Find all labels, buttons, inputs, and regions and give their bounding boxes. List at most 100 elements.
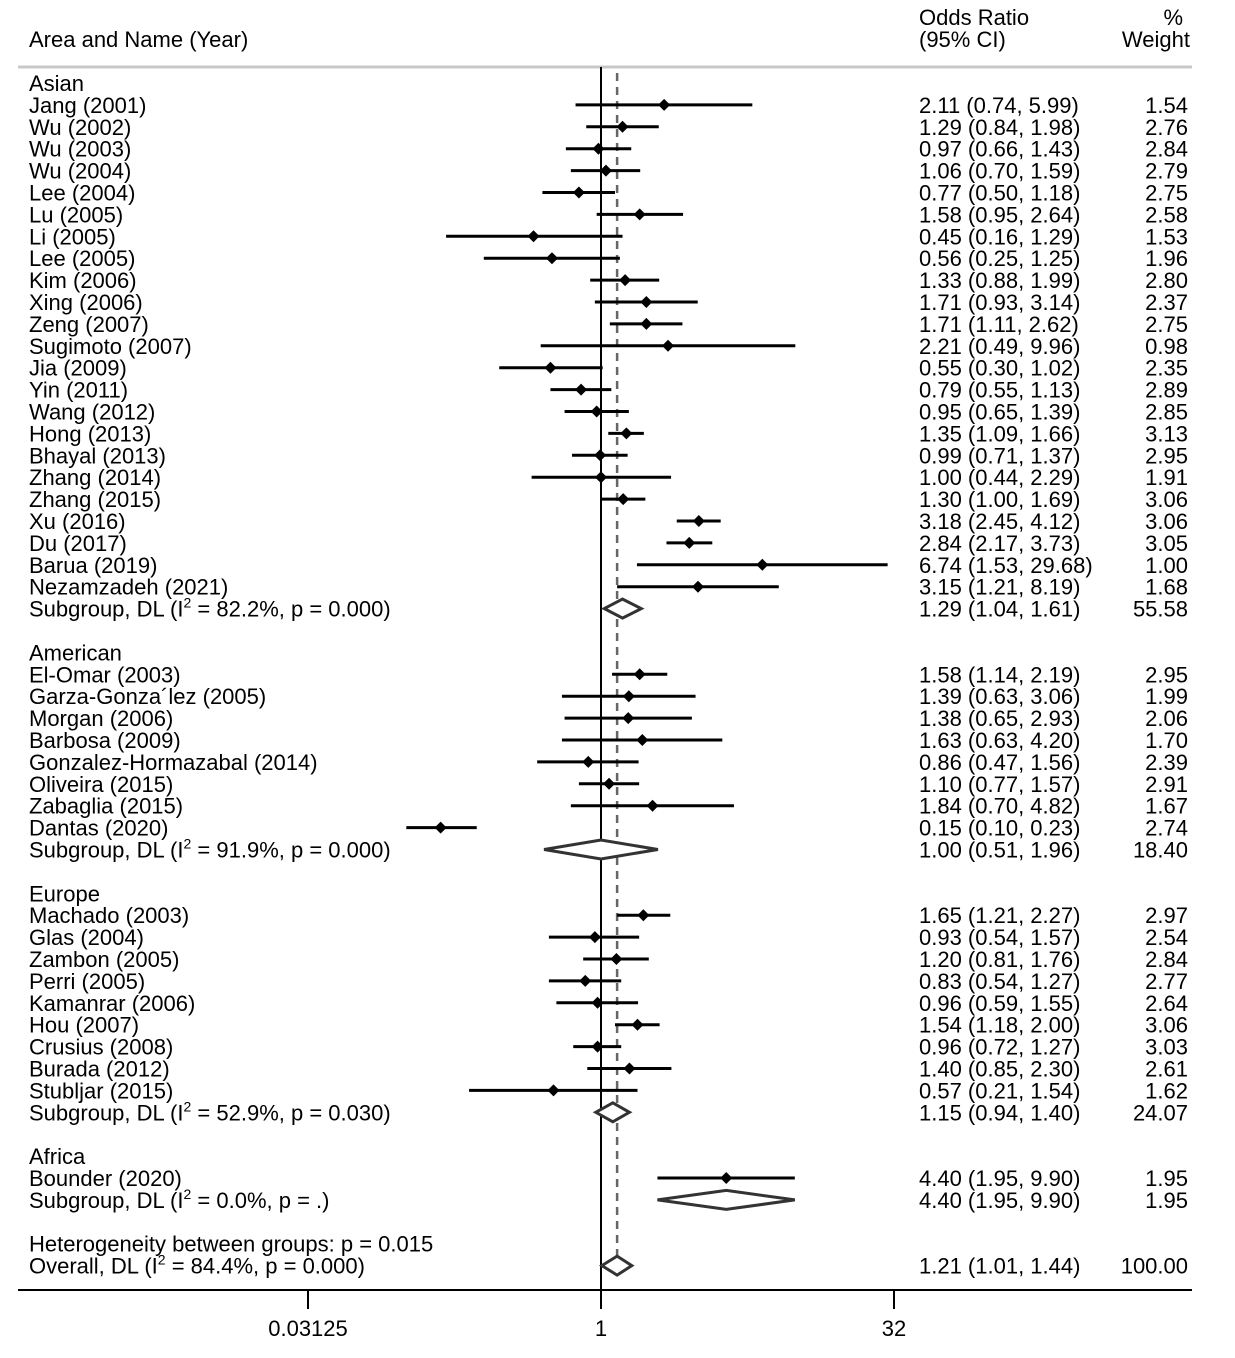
study-point	[692, 580, 705, 593]
study-point	[636, 734, 649, 746]
study-weight: 2.54	[1145, 925, 1188, 950]
study-weight: 2.06	[1145, 706, 1188, 731]
study-ci-text: 1.29 (0.84, 1.98)	[919, 115, 1080, 140]
study-label: Lee (2005)	[29, 246, 135, 271]
study-weight: 1.54	[1145, 93, 1188, 118]
study-ci-text: 2.21 (0.49, 9.96)	[919, 334, 1080, 359]
study-label: Glas (2004)	[29, 925, 144, 950]
study-weight: 2.37	[1145, 290, 1188, 315]
study-weight: 2.76	[1145, 115, 1188, 140]
study-point	[434, 821, 447, 834]
study-ci-text: 4.40 (1.95, 9.90)	[919, 1166, 1080, 1191]
subgroup-label-prefix: Subgroup, DL (I	[29, 1100, 184, 1125]
study-weight: 1.62	[1145, 1078, 1188, 1103]
study-weight: 0.98	[1145, 334, 1188, 359]
study-point	[692, 515, 705, 527]
study-point	[720, 1172, 733, 1184]
study-weight: 1.68	[1145, 575, 1188, 600]
study-label: Wu (2004)	[29, 159, 131, 184]
study-weight: 1.67	[1145, 794, 1188, 819]
overall-ci-text: 1.21 (1.01, 1.44)	[919, 1254, 1080, 1279]
study-ci-text: 0.95 (0.65, 1.39)	[919, 400, 1080, 425]
study-point	[527, 230, 540, 243]
effect-column-header-line2: (95% CI)	[919, 27, 1006, 52]
study-label: Lu (2005)	[29, 202, 123, 227]
study-point	[662, 339, 675, 352]
study-point	[756, 558, 769, 571]
study-point	[575, 383, 588, 396]
subgroup-label-superscript: 2	[184, 1098, 192, 1114]
study-ci-text: 1.35 (1.09, 1.66)	[919, 421, 1080, 446]
weight-column-header-line2: Weight	[1122, 27, 1190, 52]
study-ci-text: 0.79 (0.55, 1.13)	[919, 378, 1080, 403]
study-ci-text: 0.83 (0.54, 1.27)	[919, 969, 1080, 994]
study-point	[633, 208, 646, 221]
study-label: Kamanrar (2006)	[29, 991, 195, 1016]
study-ci-text: 1.38 (0.65, 2.93)	[919, 706, 1080, 731]
heterogeneity-text: Heterogeneity between groups: p = 0.015	[29, 1232, 433, 1257]
subgroup-ci-text: 1.15 (0.94, 1.40)	[919, 1100, 1080, 1125]
study-label: Du (2017)	[29, 531, 127, 556]
study-point	[591, 1040, 604, 1053]
study-point	[620, 427, 633, 440]
group-title: Africa	[29, 1144, 86, 1169]
study-point	[544, 361, 557, 374]
study-label: El-Omar (2003)	[29, 662, 181, 687]
study-weight: 2.74	[1145, 816, 1188, 841]
study-ci-text: 1.06 (0.70, 1.59)	[919, 159, 1080, 184]
study-point	[622, 690, 635, 703]
study-weight: 3.06	[1145, 487, 1188, 512]
study-ci-text: 1.39 (0.63, 3.06)	[919, 684, 1080, 709]
subgroup-label: Subgroup, DL (I2 = 52.9%, p = 0.030)	[29, 1098, 391, 1125]
study-weight: 3.03	[1145, 1035, 1188, 1060]
study-ci-text: 0.77 (0.50, 1.18)	[919, 181, 1080, 206]
study-weight: 2.79	[1145, 159, 1188, 184]
subgroup-diamond	[592, 1101, 633, 1124]
study-point	[595, 471, 607, 484]
study-weight: 2.84	[1145, 137, 1188, 162]
overall-diamond	[599, 1254, 635, 1277]
study-ci-text: 0.56 (0.25, 1.25)	[919, 246, 1080, 271]
study-label: Hong (2013)	[29, 421, 151, 446]
subgroup-label-superscript: 2	[184, 836, 192, 852]
study-weight: 2.95	[1145, 662, 1188, 687]
study-weight: 1.95	[1145, 1166, 1188, 1191]
study-label: Wang (2012)	[29, 400, 155, 425]
subgroup-label-suffix: = 82.2%, p = 0.000)	[191, 597, 390, 622]
subgroup-weight: 55.58	[1133, 597, 1188, 622]
study-point	[590, 405, 603, 418]
study-weight: 3.13	[1145, 421, 1188, 446]
study-weight: 2.39	[1145, 750, 1188, 775]
study-label: Wu (2003)	[29, 137, 131, 162]
study-weight: 2.95	[1145, 443, 1188, 468]
subgroup-label-prefix: Subgroup, DL (I	[29, 1188, 184, 1213]
study-weight: 2.58	[1145, 202, 1188, 227]
study-label: Stubljar (2015)	[29, 1078, 173, 1103]
study-weight: 1.00	[1145, 553, 1188, 578]
overall-label-suffix: = 84.4%, p = 0.000)	[166, 1254, 365, 1279]
subgroup-label: Subgroup, DL (I2 = 82.2%, p = 0.000)	[29, 595, 391, 622]
study-label: Zabaglia (2015)	[29, 794, 183, 819]
study-label: Machado (2003)	[29, 903, 189, 928]
subgroup-diamond	[657, 1188, 796, 1211]
study-ci-text: 0.57 (0.21, 1.54)	[919, 1078, 1080, 1103]
study-weight: 2.85	[1145, 400, 1188, 425]
study-ci-text: 0.96 (0.72, 1.27)	[919, 1035, 1080, 1060]
study-ci-text: 3.18 (2.45, 4.12)	[919, 509, 1080, 534]
x-tick-label: 32	[882, 1316, 906, 1341]
study-ci-text: 3.15 (1.21, 8.19)	[919, 575, 1080, 600]
overall-label-prefix: Overall, DL (I	[29, 1254, 158, 1279]
study-label: Jang (2001)	[29, 93, 146, 118]
x-tick-label: 0.03125	[268, 1316, 348, 1341]
group-title: Europe	[29, 881, 100, 906]
subgroup-ci-text: 1.00 (0.51, 1.96)	[919, 838, 1080, 863]
study-weight: 1.53	[1145, 224, 1188, 249]
group-title: American	[29, 640, 122, 665]
study-weight: 3.06	[1145, 1013, 1188, 1038]
study-label: Zhang (2015)	[29, 487, 161, 512]
study-ci-text: 0.93 (0.54, 1.57)	[919, 925, 1080, 950]
study-point	[619, 274, 632, 287]
overall-label: Overall, DL (I2 = 84.4%, p = 0.000)	[29, 1252, 365, 1279]
study-label: Crusius (2008)	[29, 1035, 173, 1060]
